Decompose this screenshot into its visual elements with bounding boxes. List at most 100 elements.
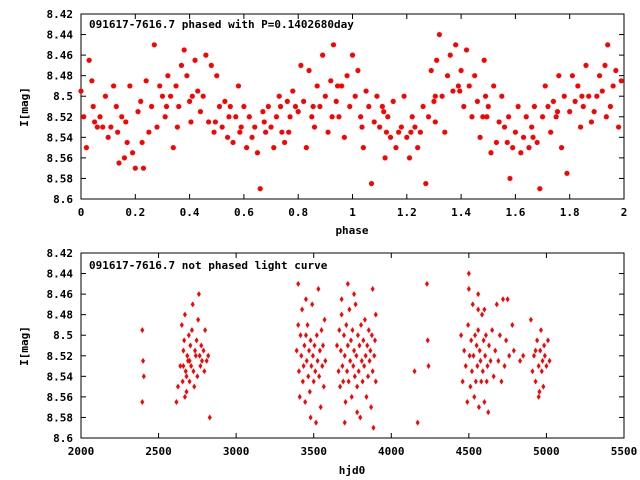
data-point (545, 103, 551, 110)
data-point (408, 129, 414, 135)
data-point (507, 175, 513, 182)
data-point (512, 129, 519, 135)
x-tick-label: 0.8 (288, 206, 308, 219)
data-point (490, 327, 495, 334)
data-point (599, 88, 605, 94)
data-point (338, 347, 343, 354)
data-point (314, 419, 319, 426)
data-point (148, 103, 155, 110)
data-point (575, 83, 581, 89)
data-points (140, 270, 552, 431)
data-point (197, 109, 204, 115)
data-point (613, 67, 619, 74)
y-tick-label: 8.46 (47, 288, 74, 301)
data-point (556, 73, 562, 79)
data-point (362, 363, 367, 370)
data-point (354, 352, 359, 359)
data-point (499, 93, 505, 99)
data-point (544, 363, 549, 370)
data-point (260, 109, 266, 115)
data-point (196, 316, 201, 323)
data-point (372, 352, 377, 359)
data-point (208, 62, 214, 68)
data-point (343, 399, 348, 406)
data-point (347, 306, 352, 313)
data-point (314, 332, 319, 339)
data-point (140, 399, 145, 406)
data-point (187, 357, 192, 364)
data-point (602, 62, 608, 68)
data-point (308, 414, 313, 421)
data-point (466, 321, 471, 328)
data-point (227, 103, 233, 110)
data-point (596, 73, 603, 79)
data-point (494, 301, 499, 308)
x-axis-label: hjd0 (339, 464, 366, 477)
y-axis-label: I[mag] (18, 326, 31, 366)
data-point (355, 409, 360, 416)
data-point (151, 42, 157, 48)
data-point (182, 393, 187, 400)
data-point (356, 368, 361, 375)
data-point (249, 134, 255, 140)
data-point (542, 83, 548, 89)
data-point (203, 52, 209, 58)
data-point (307, 347, 312, 354)
data-point (610, 83, 616, 89)
data-point (369, 404, 374, 411)
data-point (603, 114, 609, 120)
data-point (457, 88, 463, 94)
data-point (206, 119, 212, 125)
data-point (186, 332, 191, 339)
data-point (420, 103, 426, 110)
y-tick-label: 8.42 (47, 8, 74, 21)
data-point (311, 124, 318, 130)
data-point (500, 296, 505, 303)
data-point (358, 114, 364, 120)
y-tick-label: 8.48 (47, 309, 74, 322)
data-point (193, 347, 198, 354)
data-point (265, 103, 271, 110)
data-point (469, 114, 475, 120)
data-point (263, 129, 269, 135)
data-point (491, 83, 497, 89)
data-point (241, 103, 247, 110)
data-point (615, 124, 622, 130)
data-point (334, 83, 341, 89)
data-point (472, 73, 478, 79)
data-point (178, 62, 185, 68)
data-point (279, 129, 285, 135)
x-tick-label: 2 (621, 206, 628, 219)
x-tick-label: 1.2 (397, 206, 417, 219)
y-tick-label: 8.44 (47, 268, 74, 281)
data-point (174, 124, 180, 130)
data-point (286, 129, 292, 135)
data-point (368, 180, 375, 187)
data-point (538, 347, 543, 354)
data-point (379, 103, 385, 110)
data-point (409, 114, 415, 120)
data-point (536, 363, 541, 370)
x-tick-label: 1.6 (505, 206, 525, 219)
data-point (295, 109, 301, 115)
data-point (355, 383, 360, 390)
data-point (207, 414, 212, 421)
data-point (476, 327, 481, 334)
data-point (94, 124, 100, 130)
data-point (339, 83, 345, 89)
y-tick-label: 8.52 (47, 111, 74, 124)
data-point (520, 134, 527, 140)
data-point (352, 291, 357, 298)
x-tick-label: 3500 (300, 445, 327, 458)
data-point (352, 373, 357, 380)
y-tick-label: 8.48 (47, 70, 74, 83)
data-point (483, 352, 488, 359)
data-point (476, 404, 481, 411)
data-point (466, 285, 471, 292)
data-point (477, 134, 483, 140)
data-point (541, 383, 546, 390)
data-point (439, 93, 445, 99)
data-point (211, 129, 217, 135)
data-point (219, 124, 225, 130)
x-axis-label: phase (335, 224, 368, 237)
